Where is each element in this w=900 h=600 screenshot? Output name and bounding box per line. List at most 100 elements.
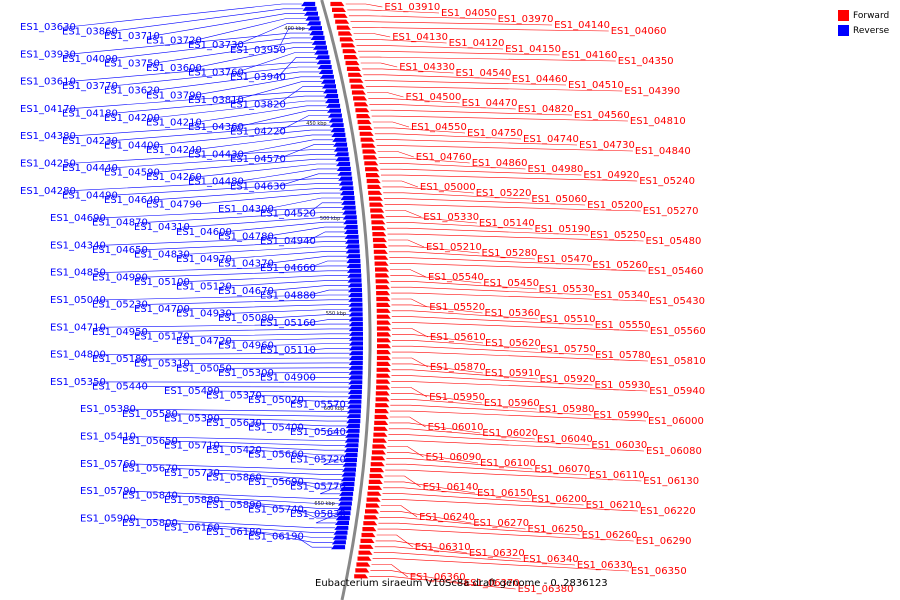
gene-label-reverse[interactable]: ES1_05690 — [248, 477, 304, 488]
gene-glyph-forward[interactable] — [335, 19, 350, 24]
gene-label-forward[interactable]: ES1_04140 — [554, 20, 610, 31]
gene-label-reverse[interactable]: ES1_04490 — [62, 190, 118, 201]
gene-label-reverse[interactable]: ES1_04930 — [176, 309, 232, 320]
gene-glyph-reverse[interactable] — [346, 419, 361, 424]
gene-label-reverse[interactable]: ES1_03820 — [230, 99, 286, 110]
gene-glyph-reverse[interactable] — [339, 491, 354, 496]
gene-label-forward[interactable]: ES1_04500 — [406, 92, 462, 103]
gene-glyph-reverse[interactable] — [321, 79, 335, 84]
gene-label-reverse[interactable]: ES1_04310 — [134, 222, 190, 233]
gene-glyph-reverse[interactable] — [333, 147, 348, 152]
gene-label-reverse[interactable]: ES1_03610 — [20, 77, 76, 88]
gene-label-forward[interactable]: ES1_05480 — [646, 236, 702, 247]
gene-glyph-forward[interactable] — [373, 426, 388, 431]
gene-glyph-reverse[interactable] — [341, 472, 356, 477]
gene-glyph-forward[interactable] — [345, 60, 360, 66]
gene-label-reverse[interactable]: ES1_05160 — [260, 318, 316, 329]
gene-glyph-forward[interactable] — [377, 344, 391, 349]
gene-glyph-reverse[interactable] — [344, 443, 359, 448]
gene-label-forward[interactable]: ES1_04510 — [568, 80, 624, 91]
gene-glyph-reverse[interactable] — [339, 186, 354, 191]
gene-label-reverse[interactable]: ES1_05630 — [206, 418, 262, 429]
gene-label-reverse[interactable]: ES1_05170 — [134, 331, 190, 342]
gene-label-forward[interactable]: ES1_04390 — [624, 86, 680, 97]
gene-glyph-reverse[interactable] — [326, 103, 341, 108]
gene-label-reverse[interactable]: ES1_04480 — [188, 177, 244, 188]
gene-label-forward[interactable]: ES1_05460 — [648, 266, 704, 277]
gene-glyph-reverse[interactable] — [347, 278, 362, 283]
gene-glyph-reverse[interactable] — [339, 486, 354, 492]
gene-label-forward[interactable]: ES1_06270 — [473, 518, 529, 529]
gene-glyph-reverse[interactable] — [342, 215, 357, 220]
gene-glyph-reverse[interactable] — [314, 50, 329, 55]
gene-glyph-forward[interactable] — [353, 96, 368, 101]
gene-glyph-forward[interactable] — [376, 350, 391, 355]
gene-label-reverse[interactable]: ES1_06180 — [206, 527, 262, 538]
gene-label-forward[interactable]: ES1_05540 — [428, 272, 484, 283]
gene-label-forward[interactable]: ES1_05910 — [485, 368, 541, 379]
gene-glyph-forward[interactable] — [366, 178, 381, 184]
gene-label-reverse[interactable]: ES1_05570 — [290, 400, 346, 411]
gene-label-forward[interactable]: ES1_06080 — [646, 446, 702, 457]
gene-label-forward[interactable]: ES1_05000 — [420, 182, 476, 193]
gene-glyph-reverse[interactable] — [305, 16, 320, 21]
gene-label-forward[interactable]: ES1_05810 — [650, 356, 706, 367]
gene-label-forward[interactable]: ES1_06200 — [531, 494, 587, 505]
gene-glyph-reverse[interactable] — [344, 448, 358, 453]
gene-glyph-reverse[interactable] — [343, 452, 358, 458]
gene-glyph-reverse[interactable] — [341, 200, 356, 205]
gene-glyph-forward[interactable] — [375, 267, 389, 272]
gene-glyph-reverse[interactable] — [318, 69, 333, 74]
gene-label-forward[interactable]: ES1_06010 — [428, 422, 484, 433]
gene-glyph-forward[interactable] — [376, 296, 391, 302]
gene-glyph-forward[interactable] — [359, 131, 374, 136]
gene-glyph-reverse[interactable] — [345, 428, 360, 433]
gene-label-reverse[interactable]: ES1_03950 — [230, 45, 286, 56]
gene-label-reverse[interactable]: ES1_05080 — [218, 313, 274, 324]
gene-glyph-forward[interactable] — [376, 326, 391, 331]
gene-label-forward[interactable]: ES1_05200 — [587, 200, 643, 211]
gene-label-reverse[interactable]: ES1_03760 — [188, 68, 244, 79]
gene-glyph-forward[interactable] — [372, 438, 387, 443]
gene-glyph-forward[interactable] — [354, 102, 369, 107]
gene-label-forward[interactable]: ES1_05190 — [535, 224, 591, 235]
gene-label-reverse[interactable]: ES1_04220 — [230, 127, 286, 138]
gene-label-reverse[interactable]: ES1_03710 — [104, 31, 160, 42]
gene-glyph-forward[interactable] — [373, 243, 388, 248]
gene-glyph-reverse[interactable] — [343, 457, 357, 462]
gene-glyph-reverse[interactable] — [325, 98, 340, 104]
gene-label-reverse[interactable]: ES1_04690 — [50, 213, 106, 224]
gene-glyph-reverse[interactable] — [311, 40, 326, 45]
gene-label-forward[interactable]: ES1_05920 — [540, 374, 596, 385]
gene-glyph-reverse[interactable] — [329, 123, 344, 128]
gene-glyph-reverse[interactable] — [338, 176, 353, 181]
gene-label-forward[interactable]: ES1_04130 — [392, 32, 448, 43]
gene-label-reverse[interactable]: ES1_03720 — [146, 36, 202, 47]
gene-label-reverse[interactable]: ES1_04850 — [50, 268, 106, 279]
gene-glyph-forward[interactable] — [375, 403, 390, 408]
gene-glyph-forward[interactable] — [376, 302, 391, 307]
gene-glyph-forward[interactable] — [355, 568, 370, 573]
gene-label-forward[interactable]: ES1_05140 — [479, 218, 535, 229]
gene-glyph-reverse[interactable] — [304, 11, 318, 16]
gene-label-reverse[interactable]: ES1_05740 — [248, 504, 304, 515]
gene-glyph-reverse[interactable] — [345, 244, 360, 249]
gene-glyph-forward[interactable] — [346, 66, 361, 71]
gene-glyph-reverse[interactable] — [317, 65, 332, 70]
gene-label-reverse[interactable]: ES1_04700 — [134, 304, 190, 315]
gene-label-reverse[interactable]: ES1_04170 — [20, 104, 76, 115]
gene-label-forward[interactable]: ES1_04810 — [630, 116, 686, 127]
gene-glyph-reverse[interactable] — [331, 545, 346, 550]
gene-glyph-reverse[interactable] — [348, 370, 363, 375]
gene-glyph-forward[interactable] — [371, 220, 386, 225]
gene-glyph-forward[interactable] — [369, 202, 384, 207]
gene-glyph-reverse[interactable] — [327, 108, 341, 113]
gene-glyph-reverse[interactable] — [322, 84, 336, 89]
gene-label-reverse[interactable]: ES1_04600 — [176, 227, 232, 238]
gene-label-reverse[interactable]: ES1_04380 — [20, 131, 76, 142]
gene-glyph-forward[interactable] — [374, 420, 389, 425]
gene-glyph-reverse[interactable] — [349, 331, 363, 336]
gene-label-forward[interactable]: ES1_06000 — [648, 416, 704, 427]
gene-label-reverse[interactable]: ES1_06190 — [248, 532, 304, 543]
gene-label-forward[interactable]: ES1_05060 — [531, 194, 587, 205]
